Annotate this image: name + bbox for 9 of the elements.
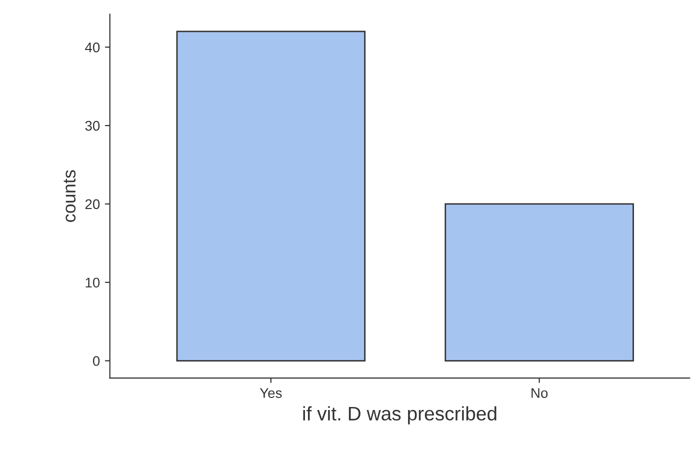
x-axis-title: if vit. D was prescribed [303, 406, 496, 424]
y-tick-label: 30 [85, 120, 100, 131]
y-tick-label: 0 [92, 356, 100, 366]
x-tick-label: No [532, 388, 548, 398]
y-tick-label: 10 [86, 278, 100, 288]
y-tick-label: 20 [85, 199, 100, 210]
x-tick-label: Yes [260, 388, 282, 398]
y-tick-label: 40 [85, 42, 100, 52]
y-axis-title: counts [64, 170, 76, 222]
